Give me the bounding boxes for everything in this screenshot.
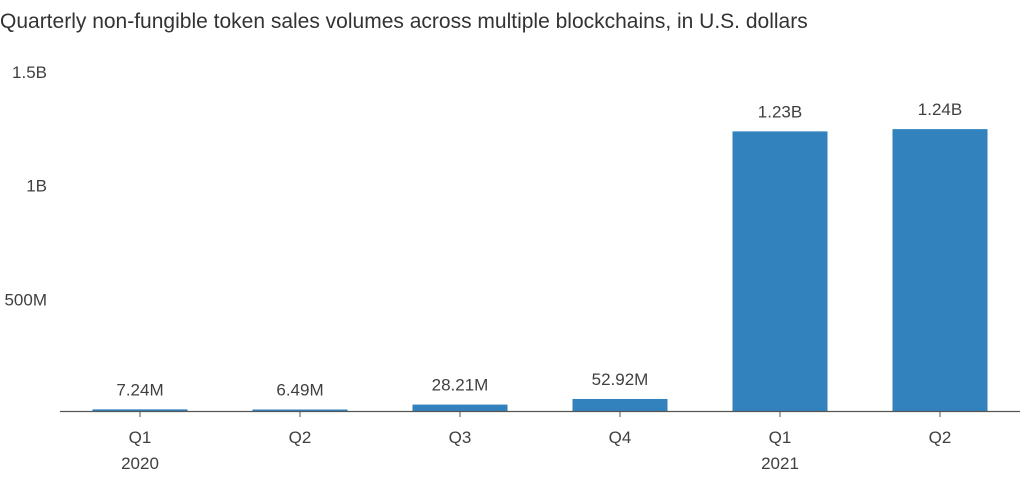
x-tick-label-quarter: Q1: [769, 428, 792, 447]
bar: [252, 409, 348, 411]
bar: [572, 398, 668, 411]
bar: [92, 409, 188, 411]
chart-title: Quarterly non-fungible token sales volum…: [0, 10, 808, 33]
data-label: 52.92M: [592, 370, 649, 389]
x-tick-label-quarter: Q2: [289, 428, 312, 447]
bar: [412, 404, 508, 411]
x-axis-ticks: Q1 2020 Q2 Q3 Q4 Q1 2021 Q2: [121, 411, 951, 473]
bar: [892, 129, 988, 411]
y-axis-ticks: 500M 1B 1.5B: [4, 63, 47, 309]
x-tick-label-quarter: Q4: [609, 428, 632, 447]
x-tick-label-quarter: Q3: [449, 428, 472, 447]
x-tick-label-quarter: Q1: [129, 428, 152, 447]
x-tick-label-year: 2021: [761, 454, 799, 473]
data-label: 1.23B: [758, 102, 802, 121]
x-tick-label-quarter: Q2: [929, 428, 952, 447]
data-labels: 7.24M 6.49M 28.21M 52.92M 1.23B 1.24B: [116, 100, 962, 399]
x-tick-label-year: 2020: [121, 454, 159, 473]
y-tick-label: 1B: [26, 177, 47, 196]
data-label: 7.24M: [116, 380, 163, 399]
y-tick-label: 1.5B: [12, 63, 47, 82]
bars: [92, 129, 988, 411]
y-tick-label: 500M: [4, 290, 47, 309]
bar: [732, 131, 828, 411]
data-label: 1.24B: [918, 100, 962, 119]
data-label: 6.49M: [276, 381, 323, 400]
data-label: 28.21M: [432, 376, 489, 395]
